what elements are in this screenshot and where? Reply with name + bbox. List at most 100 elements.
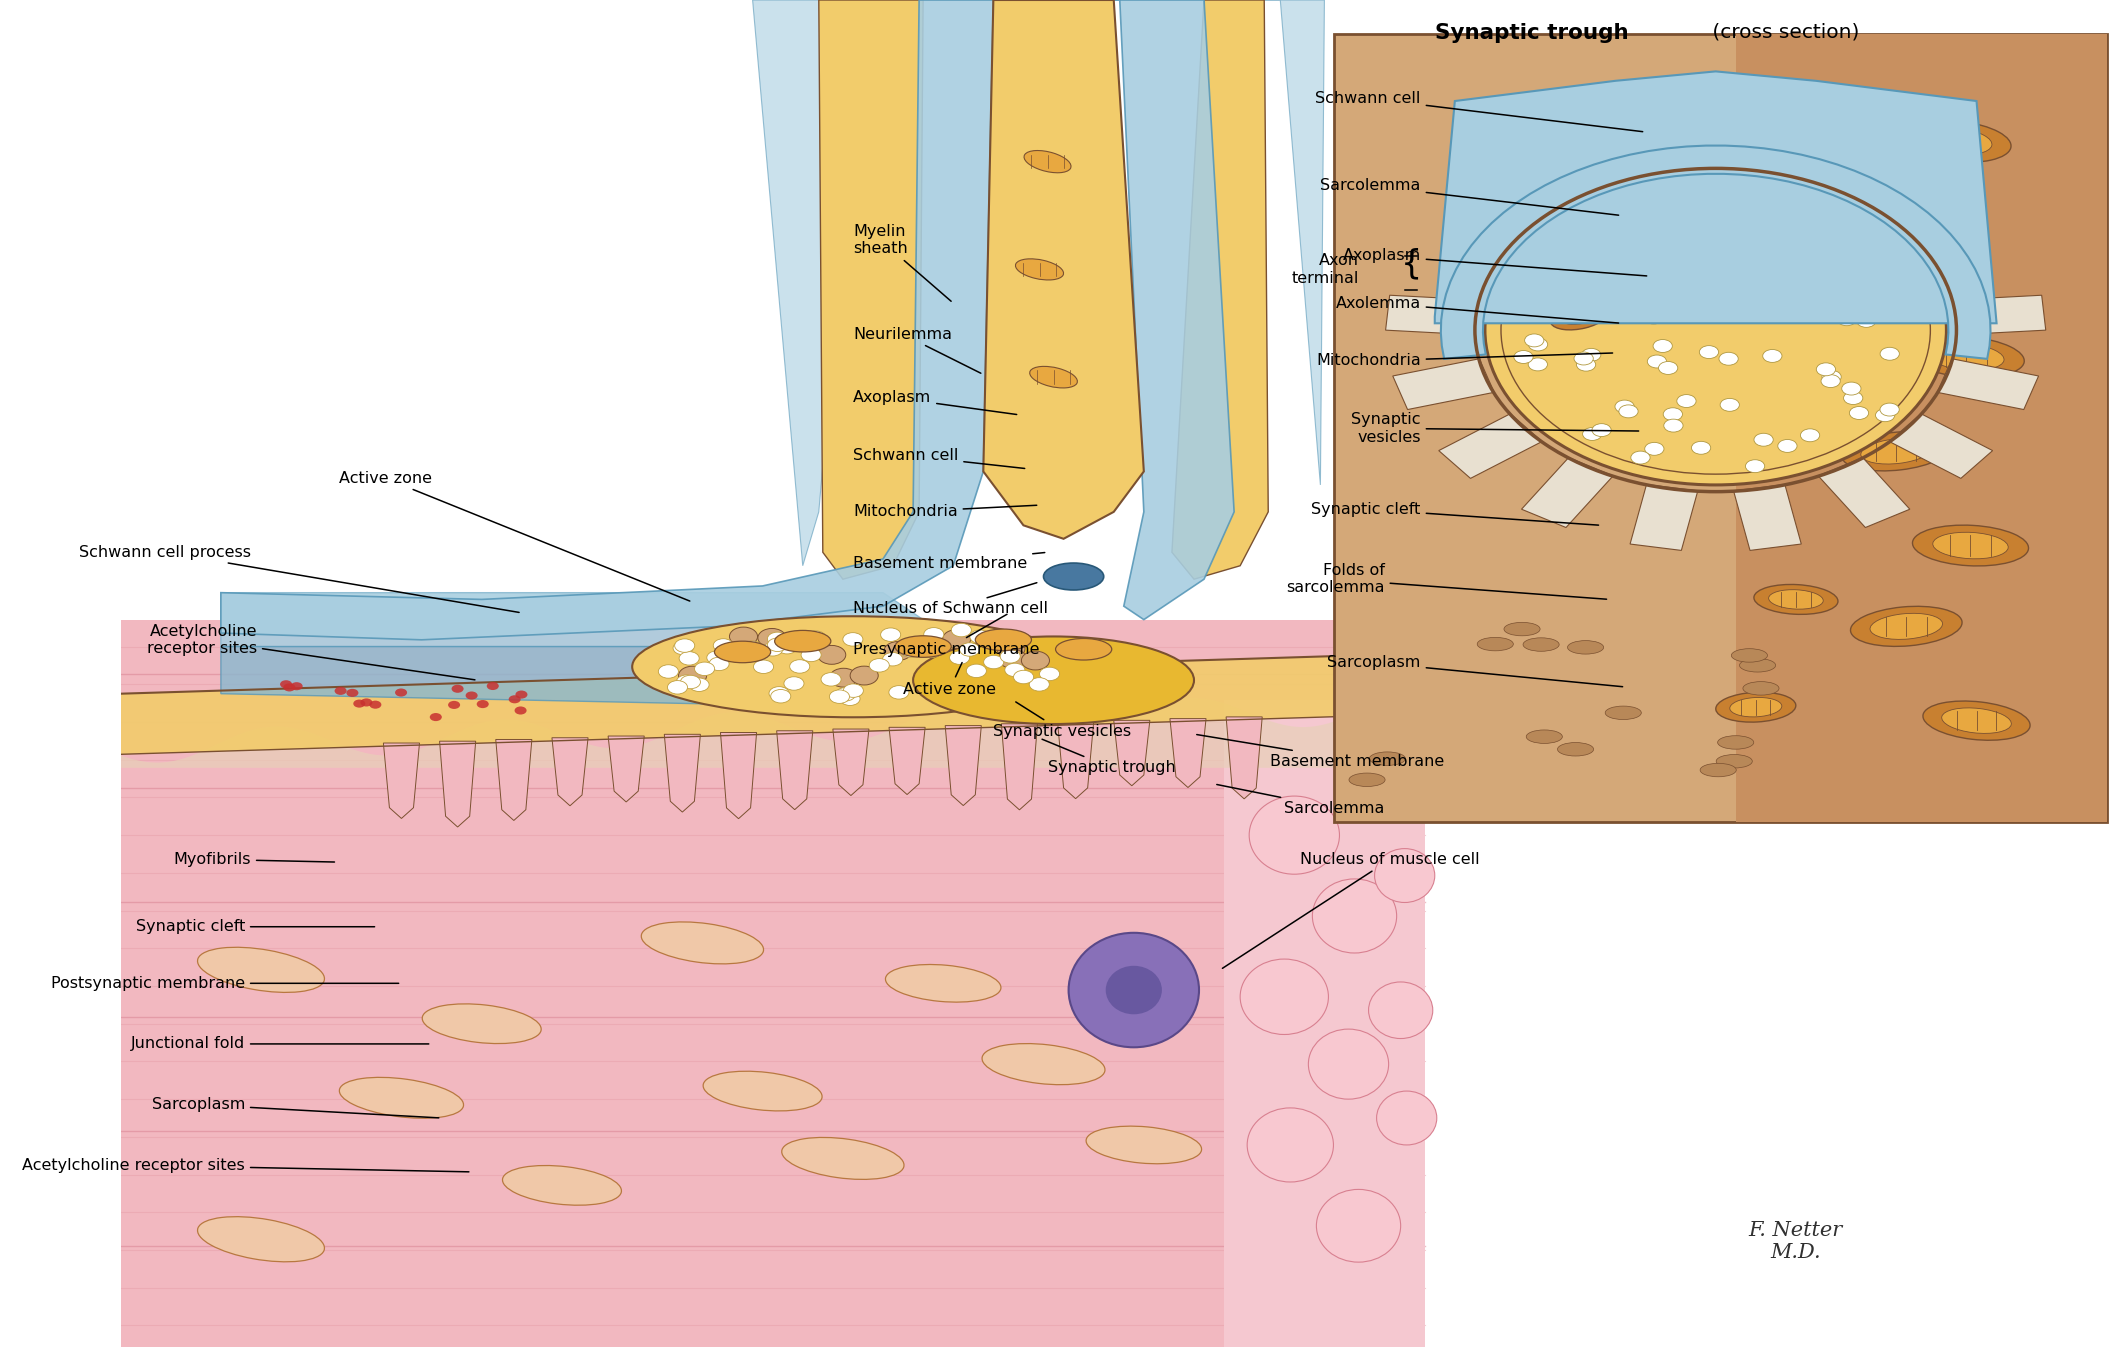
Circle shape — [1699, 346, 1719, 358]
Circle shape — [776, 640, 798, 653]
Circle shape — [881, 628, 900, 641]
Circle shape — [1823, 370, 1842, 384]
Ellipse shape — [1106, 966, 1161, 1014]
Ellipse shape — [1561, 308, 1597, 325]
Ellipse shape — [1246, 1107, 1334, 1183]
Circle shape — [1527, 358, 1548, 370]
Ellipse shape — [1814, 295, 1850, 311]
Ellipse shape — [983, 1044, 1106, 1084]
Circle shape — [1619, 405, 1638, 418]
Ellipse shape — [1317, 1189, 1402, 1262]
Circle shape — [1659, 361, 1678, 374]
Polygon shape — [1440, 145, 1991, 358]
Circle shape — [998, 640, 1025, 659]
Circle shape — [359, 698, 372, 706]
Circle shape — [959, 643, 981, 656]
Text: Postsynaptic membrane: Postsynaptic membrane — [51, 975, 398, 991]
Ellipse shape — [1870, 613, 1942, 640]
Text: Folds of
sarcolemma: Folds of sarcolemma — [1287, 563, 1606, 599]
Text: {: { — [1402, 248, 1423, 280]
Polygon shape — [1225, 700, 1425, 1347]
Text: Mitochondria: Mitochondria — [1317, 353, 1612, 369]
Ellipse shape — [1846, 236, 1925, 263]
Polygon shape — [721, 733, 757, 819]
Circle shape — [1582, 349, 1602, 361]
Ellipse shape — [1349, 773, 1385, 787]
Text: Acetylcholine receptor sites: Acetylcholine receptor sites — [21, 1157, 468, 1173]
Polygon shape — [440, 741, 476, 827]
Text: Junctional fold: Junctional fold — [130, 1036, 430, 1052]
Ellipse shape — [1734, 282, 1778, 298]
Ellipse shape — [1606, 706, 1642, 719]
Circle shape — [836, 687, 855, 700]
Circle shape — [1591, 424, 1612, 436]
Circle shape — [334, 687, 347, 695]
Ellipse shape — [1740, 659, 1776, 672]
Polygon shape — [1889, 414, 1993, 478]
Circle shape — [970, 630, 989, 644]
Circle shape — [753, 660, 774, 674]
Polygon shape — [1170, 718, 1206, 788]
Polygon shape — [983, 0, 1144, 539]
Ellipse shape — [1716, 692, 1795, 722]
Circle shape — [951, 624, 972, 637]
FancyBboxPatch shape — [1334, 34, 2108, 822]
Ellipse shape — [1942, 709, 2012, 733]
Circle shape — [1646, 356, 1668, 368]
Circle shape — [806, 630, 825, 644]
Circle shape — [689, 678, 708, 691]
Ellipse shape — [1699, 764, 1736, 777]
Polygon shape — [776, 731, 813, 810]
Circle shape — [900, 644, 921, 657]
Circle shape — [840, 692, 859, 706]
Ellipse shape — [1029, 366, 1078, 388]
Circle shape — [430, 713, 442, 721]
Circle shape — [672, 641, 693, 655]
Ellipse shape — [895, 636, 951, 657]
Ellipse shape — [1044, 563, 1104, 590]
Ellipse shape — [1312, 880, 1397, 954]
Circle shape — [842, 633, 864, 647]
Ellipse shape — [1478, 637, 1512, 651]
Ellipse shape — [704, 1071, 823, 1111]
Circle shape — [515, 706, 527, 714]
Ellipse shape — [912, 637, 1193, 725]
Circle shape — [1000, 649, 1021, 663]
Ellipse shape — [1602, 269, 1670, 296]
Text: Axoplasm: Axoplasm — [853, 389, 1017, 415]
Circle shape — [995, 636, 1017, 649]
Circle shape — [1015, 671, 1034, 684]
Circle shape — [851, 667, 878, 686]
Circle shape — [466, 691, 479, 699]
Circle shape — [1529, 338, 1548, 352]
Ellipse shape — [640, 921, 764, 964]
Ellipse shape — [1055, 638, 1112, 660]
Circle shape — [983, 655, 1004, 668]
Circle shape — [659, 665, 679, 679]
Circle shape — [830, 668, 857, 687]
Circle shape — [1653, 339, 1672, 353]
Ellipse shape — [1933, 532, 2008, 559]
Ellipse shape — [1376, 1091, 1436, 1145]
Ellipse shape — [1557, 742, 1593, 756]
Circle shape — [679, 667, 706, 686]
Polygon shape — [1263, 0, 1325, 485]
Ellipse shape — [1802, 290, 1863, 317]
Text: Myofibrils: Myofibrils — [174, 851, 334, 867]
Circle shape — [889, 686, 908, 699]
Ellipse shape — [1731, 649, 1768, 663]
Ellipse shape — [1551, 303, 1608, 330]
Polygon shape — [1057, 722, 1093, 799]
Circle shape — [802, 648, 821, 661]
Ellipse shape — [1908, 337, 2025, 377]
Polygon shape — [819, 0, 923, 579]
Circle shape — [768, 632, 787, 645]
Ellipse shape — [1763, 233, 1838, 265]
Circle shape — [1514, 350, 1534, 364]
Circle shape — [708, 657, 730, 671]
Circle shape — [768, 638, 787, 652]
Circle shape — [1631, 451, 1651, 465]
Circle shape — [764, 643, 783, 656]
Polygon shape — [1385, 295, 1480, 335]
Circle shape — [821, 672, 840, 686]
